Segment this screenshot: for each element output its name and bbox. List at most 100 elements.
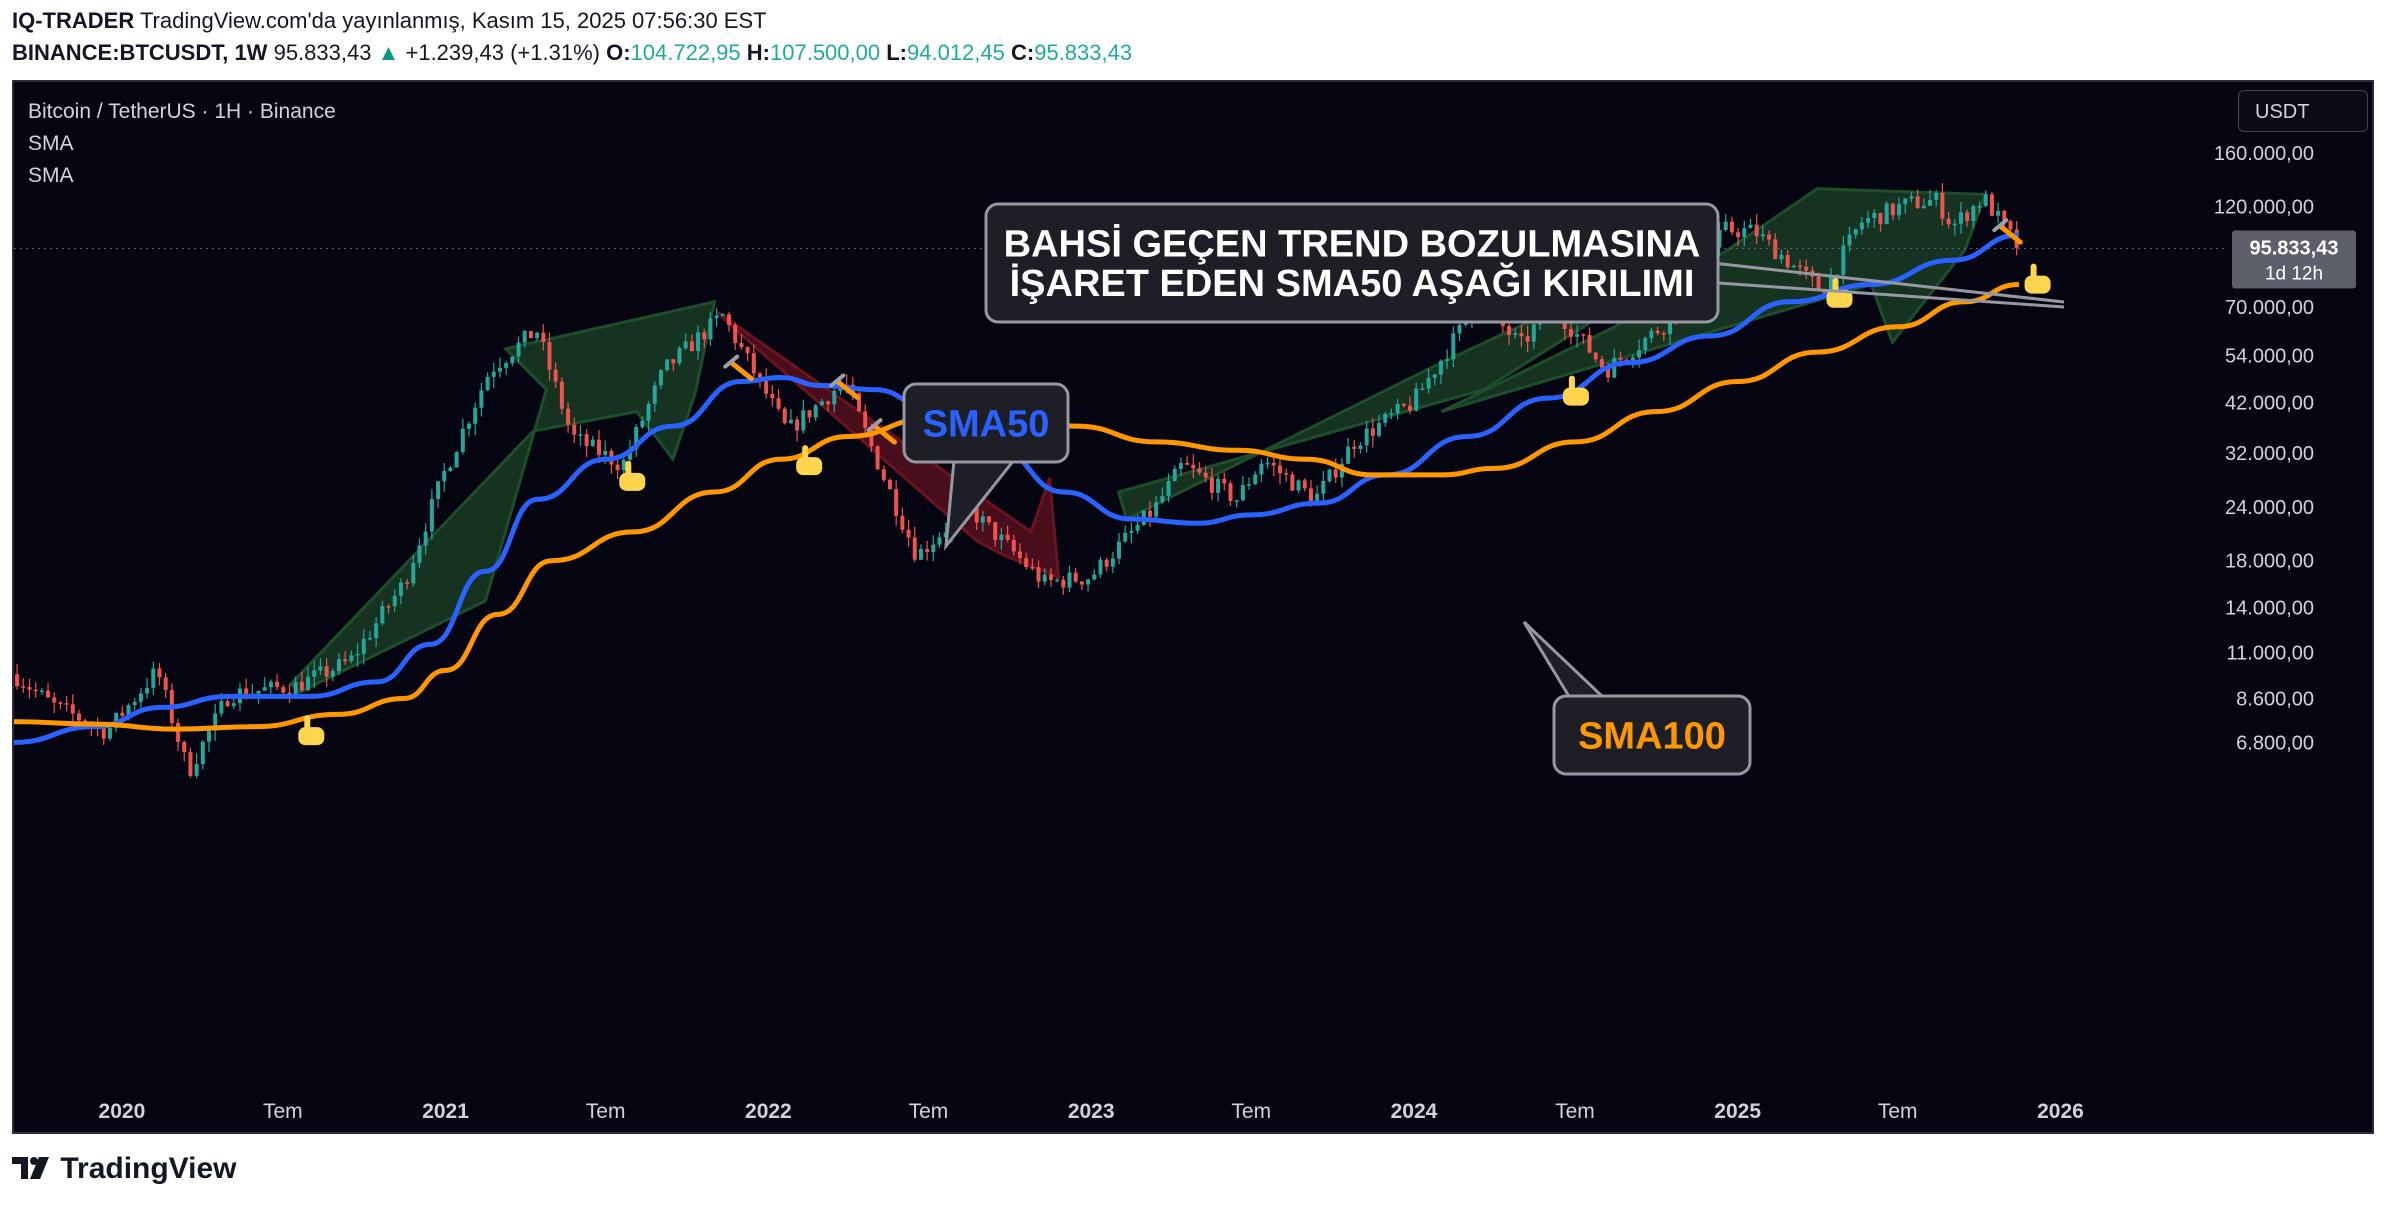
candle-body xyxy=(745,347,750,354)
candle-body xyxy=(887,479,892,490)
candle-body xyxy=(652,385,657,404)
candle-body xyxy=(454,452,459,468)
y-tick-label: 32.000,00 xyxy=(2225,443,2314,465)
candle-body xyxy=(584,434,589,446)
low-value: 94.012,45 xyxy=(907,40,1005,65)
candle-body xyxy=(547,342,552,370)
candle-body xyxy=(1055,579,1060,582)
high-value: 107.500,00 xyxy=(770,40,881,65)
candle-body xyxy=(479,390,484,408)
candle-body xyxy=(1315,493,1320,504)
signal-mark-icon xyxy=(866,418,883,433)
candle-body xyxy=(21,686,26,688)
candle-body xyxy=(349,655,354,662)
candle-body xyxy=(559,381,564,409)
candle-body xyxy=(1011,539,1016,552)
candle-body xyxy=(1117,541,1122,559)
candle-body xyxy=(330,670,335,677)
candle-body xyxy=(107,727,112,739)
candle-body xyxy=(1928,199,1933,206)
candle-body xyxy=(1859,222,1864,230)
candle-body xyxy=(1643,338,1648,351)
candle-body xyxy=(813,405,818,418)
sma100-callout-box xyxy=(1552,694,1752,776)
candle-body xyxy=(1866,218,1871,223)
candle-body xyxy=(1129,530,1134,533)
candle-body xyxy=(1048,574,1053,580)
candle-body xyxy=(516,342,521,357)
candle-body xyxy=(603,451,608,455)
candle-body xyxy=(1333,469,1338,478)
candle-body xyxy=(869,427,874,447)
candle-body xyxy=(120,712,125,716)
chart-panel[interactable]: BAHSİ GEÇEN TREND BOZULMASINA İŞARET EDEN… xyxy=(12,80,2374,1134)
y-tick-label: 18.000,00 xyxy=(2225,551,2314,573)
y-tick-label: 160.000,00 xyxy=(2214,143,2314,165)
candle-body xyxy=(299,681,304,691)
candle-body xyxy=(727,314,732,326)
candle-body xyxy=(1420,388,1425,391)
trend-break-callout-text: BAHSİ GEÇEN TREND BOZULMASINA xyxy=(1004,224,1701,266)
candle-body xyxy=(739,343,744,348)
candle-body xyxy=(157,668,162,678)
candle-body xyxy=(1147,510,1152,517)
author-name[interactable]: IQ-TRADER xyxy=(12,8,135,33)
candle-body xyxy=(1191,464,1196,469)
candle-body xyxy=(1773,239,1778,260)
candle-body xyxy=(1030,566,1035,569)
candle-body xyxy=(757,373,762,378)
candle-body xyxy=(405,582,410,584)
x-tick-label: Tem xyxy=(586,1100,626,1123)
candle-body xyxy=(132,701,137,706)
candle-body xyxy=(1816,276,1821,291)
x-tick-label: 2024 xyxy=(1391,1100,1438,1123)
candle-body xyxy=(101,726,106,739)
candle-body xyxy=(1284,473,1289,475)
candle-body xyxy=(863,411,868,428)
candle-body xyxy=(1890,203,1895,216)
signal-mark-icon xyxy=(723,354,740,369)
candle-body xyxy=(374,623,379,638)
signal-mark-icon xyxy=(829,373,846,388)
candle-body xyxy=(1798,265,1803,268)
candle-body xyxy=(1940,192,1945,219)
sma50-callout-box xyxy=(902,382,1070,464)
candle-body xyxy=(436,481,441,500)
candle-body xyxy=(1154,502,1159,517)
candle-body xyxy=(1247,484,1252,486)
candle-body xyxy=(1791,265,1796,268)
legend-sma-1[interactable]: SMA xyxy=(28,132,74,155)
candle-body xyxy=(1265,462,1270,465)
candle-body xyxy=(1804,266,1809,271)
candle-body xyxy=(1451,333,1456,360)
candle-body xyxy=(176,723,181,742)
symbol-label: BINANCE:BTCUSDT, 1W xyxy=(12,40,268,65)
candle-body xyxy=(776,398,781,409)
signal-mark-icon xyxy=(1992,218,2009,233)
hand-pointer-icon xyxy=(619,460,646,491)
price-change: +1.239,43 (+1.31%) xyxy=(405,40,600,65)
candle-body xyxy=(665,359,670,371)
price-tag-value: 95.833,43 xyxy=(2250,237,2339,259)
legend-sma-2[interactable]: SMA xyxy=(28,164,74,187)
currency-unit-button[interactable]: USDT xyxy=(2238,90,2368,132)
candle-body xyxy=(881,469,886,480)
candle-body xyxy=(1519,333,1524,337)
candle-body xyxy=(1377,422,1382,436)
candle-body xyxy=(1290,474,1295,491)
open-label: O: xyxy=(606,40,631,65)
candle-body xyxy=(1259,463,1264,475)
candle-body xyxy=(1277,465,1282,474)
candle-body xyxy=(15,674,20,687)
candle-body xyxy=(1599,359,1604,368)
candle-body xyxy=(894,489,899,516)
candle-body xyxy=(1668,315,1673,335)
candle-body xyxy=(1308,488,1313,504)
x-tick-label: 2025 xyxy=(1714,1100,1761,1123)
price-tag-countdown: 1d 12h xyxy=(2265,263,2323,284)
candle-body xyxy=(1767,234,1772,240)
candle-body xyxy=(1612,357,1617,378)
y-tick-label: 14.000,00 xyxy=(2225,598,2314,620)
tradingview-logo[interactable]: TradingView xyxy=(12,1152,237,1186)
